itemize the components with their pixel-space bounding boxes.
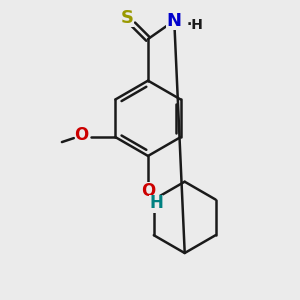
Text: O: O <box>141 182 155 200</box>
Text: S: S <box>121 9 134 27</box>
Text: ·H: ·H <box>187 18 204 32</box>
Text: H: H <box>149 194 163 212</box>
Text: N: N <box>167 12 182 30</box>
Text: O: O <box>75 126 89 144</box>
